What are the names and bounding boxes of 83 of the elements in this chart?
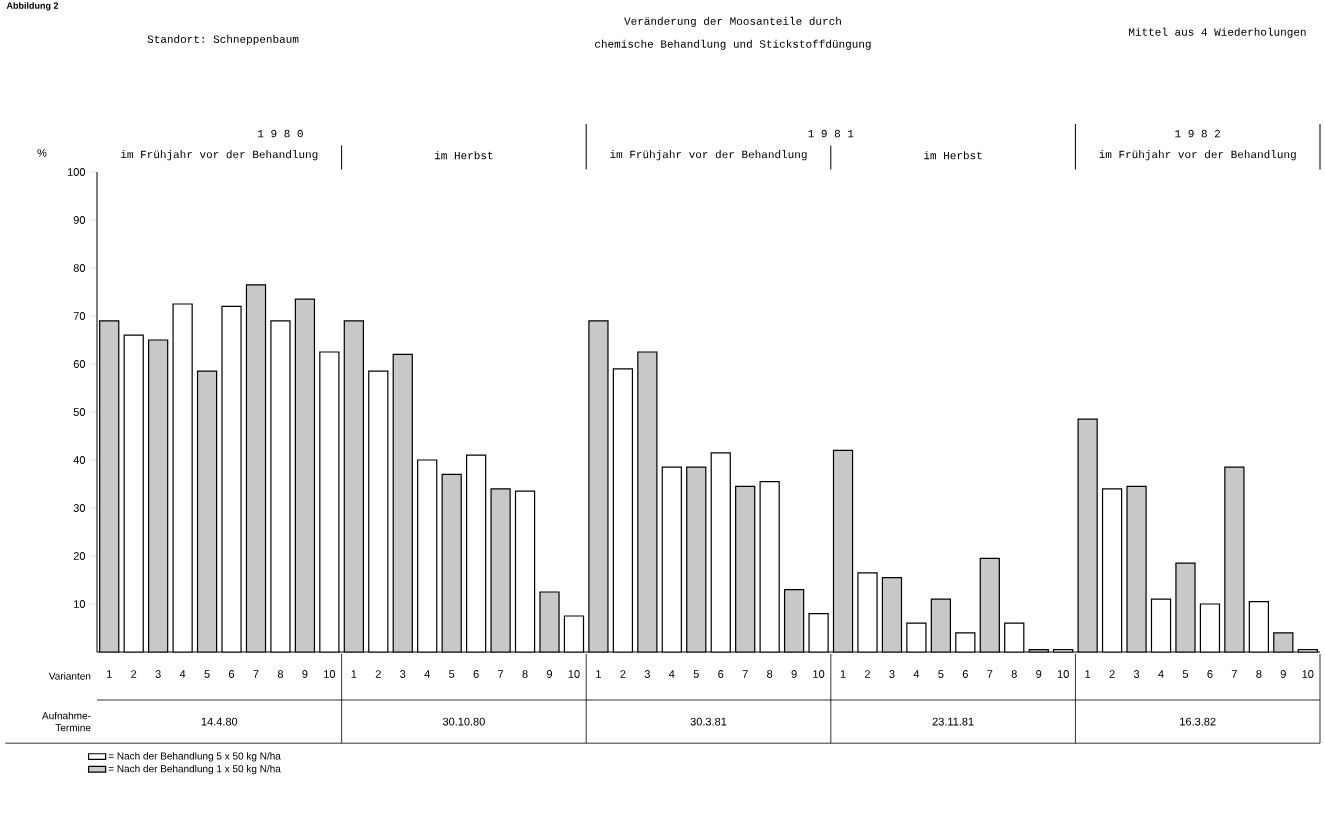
- x-tick-label: 10: [568, 670, 580, 678]
- legend-label: = Nach der Behandlung 5 x 50 kg N/ha: [108, 752, 281, 762]
- x-tick-label: 8: [277, 670, 284, 678]
- text: Abbildung 2: [6, 2, 59, 11]
- text: im Frühjahr vor der Behandlung: [610, 150, 807, 161]
- x-tick-label: 6: [962, 670, 968, 678]
- text: 23.11.81: [932, 717, 974, 726]
- x-tick-label: 8: [1011, 670, 1017, 678]
- text: im Herbst: [434, 151, 493, 160]
- x-tick-label: 2: [620, 670, 626, 678]
- x-tick-label: 10: [1302, 670, 1314, 678]
- x-tick-label: 5: [449, 670, 455, 678]
- x-tick-label: 1: [107, 670, 112, 678]
- x-tick-label: 3: [889, 670, 895, 678]
- x-tick-label: 8: [522, 670, 528, 678]
- x-tick-label: 1: [1085, 670, 1091, 678]
- x-tick-label: 3: [400, 670, 406, 678]
- y-tick-label: 80: [73, 264, 86, 272]
- x-tick-label: 8: [1256, 670, 1262, 678]
- x-tick-label: 7: [253, 670, 259, 678]
- x-tick-label: 2: [864, 670, 870, 678]
- x-tick-label: 3: [1133, 670, 1140, 678]
- text: Varianten: [48, 672, 91, 680]
- x-tick-label: 2: [375, 670, 381, 678]
- x-tick-label: 1: [596, 670, 601, 678]
- x-tick-label: 5: [938, 670, 944, 678]
- x-tick-label: 7: [1231, 670, 1237, 678]
- x-tick-label: 9: [1280, 670, 1286, 678]
- y-tick-label: 60: [73, 360, 86, 368]
- y-axis-title: %: [37, 148, 47, 157]
- x-tick-label: 6: [229, 670, 235, 678]
- text: 1 9 8 2: [1175, 129, 1221, 138]
- x-tick-label: 10: [1057, 670, 1069, 678]
- x-tick-label: 4: [913, 670, 920, 678]
- text: 30.3.81: [690, 717, 727, 726]
- text: 30.10.80: [442, 717, 485, 726]
- x-tick-label: 10: [324, 670, 336, 678]
- x-tick-label: 2: [131, 670, 137, 678]
- text: 1 9 8 1: [808, 129, 854, 138]
- x-tick-label: 9: [1036, 670, 1042, 678]
- x-tick-label: 6: [473, 670, 479, 678]
- x-tick-label: 3: [644, 670, 650, 678]
- text: 14.4.80: [201, 717, 238, 726]
- text: Standort: Schneppenbaum: [147, 34, 299, 46]
- text: 16.3.82: [1180, 717, 1216, 726]
- x-tick-label: 7: [742, 670, 748, 678]
- x-tick-label: 7: [498, 670, 504, 678]
- x-tick-label: 4: [669, 670, 675, 678]
- x-tick-label: 4: [1158, 670, 1164, 678]
- y-tick-label: 10: [74, 600, 86, 608]
- x-tick-label: 1: [840, 670, 846, 678]
- chart-subtitle: chemische Behandlung und Stickstoffdüngung: [595, 39, 871, 50]
- text: Mittel aus 4 Wiederholungen: [1129, 27, 1306, 38]
- y-tick-label: 70: [73, 312, 86, 320]
- y-tick-label: 100: [67, 168, 86, 176]
- y-tick-label: 90: [73, 216, 86, 224]
- x-tick-label: 10: [813, 670, 825, 678]
- x-tick-label: 9: [791, 670, 797, 678]
- text: im Herbst: [924, 151, 982, 160]
- chart-title: Veränderung der Moosanteile durch: [624, 16, 841, 28]
- x-tick-label: 2: [1109, 670, 1115, 678]
- y-tick-label: 40: [73, 456, 86, 464]
- x-tick-label: 6: [1207, 670, 1213, 678]
- x-tick-label: 5: [1182, 670, 1189, 678]
- x-tick-label: 5: [693, 670, 699, 678]
- x-tick-label: 9: [302, 670, 308, 678]
- x-tick-label: 1: [351, 670, 357, 678]
- legend-label: = Nach der Behandlung 1 x 50 kg N/ha: [108, 764, 281, 775]
- text: im Frühjahr vor der Behandlung: [121, 150, 318, 161]
- x-tick-label: 9: [546, 670, 553, 678]
- y-tick-label: 20: [73, 552, 86, 560]
- x-tick-label: 4: [179, 670, 186, 678]
- text: 1 9 8 0: [258, 129, 303, 138]
- x-tick-label: 7: [987, 670, 993, 678]
- x-tick-label: 5: [204, 670, 210, 678]
- text: im Frühjahr vor der Behandlung: [1099, 150, 1296, 161]
- x-tick-label: 8: [767, 670, 773, 678]
- x-tick-label: 3: [155, 670, 161, 678]
- x-tick-label: 6: [718, 670, 724, 678]
- x-tick-label: 4: [424, 670, 430, 678]
- y-tick-label: 50: [73, 408, 86, 416]
- text: Aufnahme-Termine: [42, 711, 91, 732]
- y-tick-label: 30: [73, 504, 86, 512]
